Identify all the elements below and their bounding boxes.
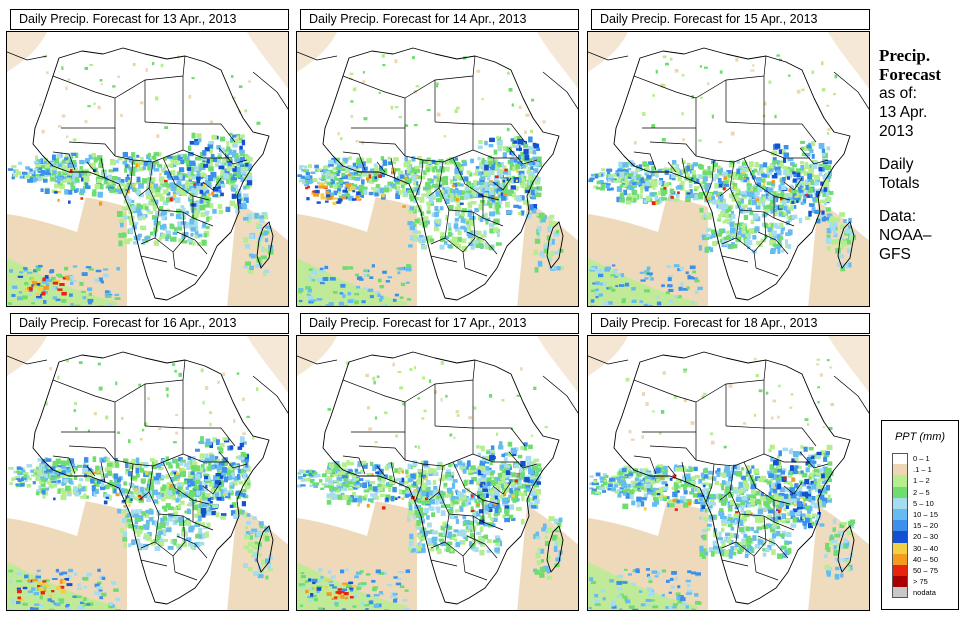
legend-label: 10 – 15 xyxy=(913,509,939,519)
legend-item: 0 – 1 xyxy=(882,453,958,465)
caption-title-line2: Forecast xyxy=(879,65,941,84)
africa-precip-map xyxy=(588,336,869,610)
caption-totals-line2: Totals xyxy=(879,175,920,192)
legend-item: 10 – 15 xyxy=(882,508,958,521)
legend-item: 50 – 75 xyxy=(882,564,958,577)
precip-map xyxy=(6,335,289,611)
legend-label: 5 – 10 xyxy=(913,498,934,508)
legend-item: 2 – 5 xyxy=(882,486,958,498)
caption-asof-year: 2013 xyxy=(879,123,914,140)
legend-swatch xyxy=(892,475,908,487)
africa-precip-map xyxy=(297,32,578,306)
legend-swatch xyxy=(892,553,908,565)
legend-item: 20 – 30 xyxy=(882,531,958,543)
caption-data-source1: NOAA– xyxy=(879,227,932,244)
legend-title: PPT (mm) xyxy=(894,431,946,443)
caption-title-line1: Precip. xyxy=(879,46,931,65)
legend-swatch xyxy=(892,564,908,577)
forecast-panel-6: Daily Precip. Forecast for 18 Apr., 2013 xyxy=(587,311,870,611)
precip-map xyxy=(6,31,289,307)
legend-swatch xyxy=(892,486,908,498)
africa-precip-map xyxy=(588,32,869,306)
caption-data-source2: GFS xyxy=(879,246,911,263)
legend-label: nodata xyxy=(913,588,936,598)
forecast-panel-4: Daily Precip. Forecast for 16 Apr., 2013 xyxy=(6,311,289,611)
legend-item: .1 – 1 xyxy=(882,464,958,476)
legend-item: 1 – 2 xyxy=(882,475,958,487)
panel-title: Daily Precip. Forecast for 18 Apr., 2013 xyxy=(591,313,870,334)
legend-swatch xyxy=(892,542,908,554)
legend-item: 40 – 50 xyxy=(882,553,958,565)
legend-label: 0 – 1 xyxy=(913,454,930,463)
forecast-panel-3: Daily Precip. Forecast for 15 Apr., 2013 xyxy=(587,7,870,307)
legend-item: 15 – 20 xyxy=(882,520,958,532)
panel-title: Daily Precip. Forecast for 16 Apr., 2013 xyxy=(10,313,289,334)
precip-map xyxy=(587,31,870,307)
legend-item: 30 – 40 xyxy=(882,542,958,554)
legend-label: 30 – 40 xyxy=(913,543,939,553)
forecast-panel-5: Daily Precip. Forecast for 17 Apr., 2013 xyxy=(296,311,579,611)
legend-label: 40 – 50 xyxy=(913,554,939,564)
legend-label: 1 – 2 xyxy=(913,476,930,486)
legend-label: 2 – 5 xyxy=(913,487,930,497)
legend-swatch xyxy=(892,587,908,599)
precip-map xyxy=(296,31,579,307)
legend-item: nodata xyxy=(882,587,958,599)
legend-swatch xyxy=(892,453,908,465)
legend-swatch xyxy=(892,531,908,543)
legend-swatch xyxy=(892,576,908,588)
forecast-panel-2: Daily Precip. Forecast for 14 Apr., 2013 xyxy=(296,7,579,307)
precip-map xyxy=(587,335,870,611)
legend-label: .1 – 1 xyxy=(913,465,932,475)
legend-swatch xyxy=(892,464,908,476)
side-caption: Precip. Forecast as of: 13 Apr. 2013 Dai… xyxy=(879,46,965,264)
caption-asof-label: as of: xyxy=(879,85,917,102)
panel-title: Daily Precip. Forecast for 13 Apr., 2013 xyxy=(10,9,289,30)
legend-swatch xyxy=(892,520,908,532)
forecast-panel-1: Daily Precip. Forecast for 13 Apr., 2013 xyxy=(6,7,289,307)
precip-map xyxy=(296,335,579,611)
panel-title: Daily Precip. Forecast for 14 Apr., 2013 xyxy=(300,9,579,30)
africa-precip-map xyxy=(7,336,288,610)
africa-precip-map xyxy=(7,32,288,306)
panel-title: Daily Precip. Forecast for 17 Apr., 2013 xyxy=(300,313,579,334)
legend-item: > 75 xyxy=(882,576,958,588)
caption-asof-date: 13 Apr. xyxy=(879,104,928,121)
legend-label: 50 – 75 xyxy=(913,565,939,575)
legend-label: 20 – 30 xyxy=(913,532,939,542)
legend-label: > 75 xyxy=(913,577,928,587)
panel-title: Daily Precip. Forecast for 15 Apr., 2013 xyxy=(591,9,870,30)
legend-swatch xyxy=(892,508,908,521)
africa-precip-map xyxy=(297,336,578,610)
caption-totals-line1: Daily xyxy=(879,156,914,173)
legend-swatch xyxy=(892,497,908,509)
legend-item: 5 – 10 xyxy=(882,497,958,509)
caption-data-label: Data: xyxy=(879,208,917,225)
legend-label: 15 – 20 xyxy=(913,521,939,531)
